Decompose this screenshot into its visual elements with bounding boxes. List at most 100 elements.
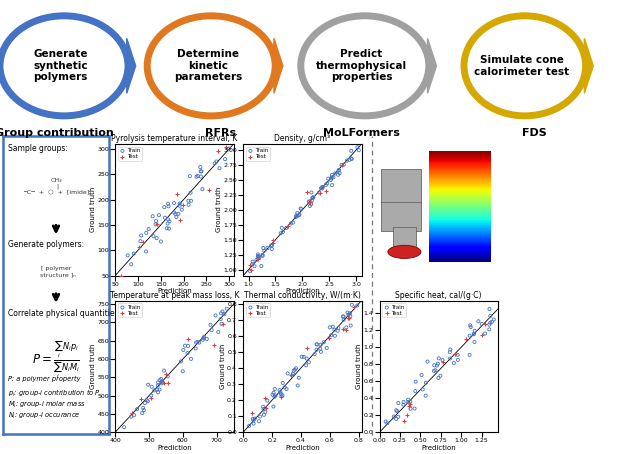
Title: Temperature at peak mass loss, K: Temperature at peak mass loss, K — [109, 291, 239, 300]
Train — [434, 355, 444, 362]
Test — [301, 345, 312, 352]
Train — [289, 367, 299, 374]
Train — [304, 198, 314, 205]
Train — [304, 359, 314, 366]
Train — [339, 316, 349, 323]
Train — [345, 310, 355, 317]
Train — [180, 342, 190, 349]
Train — [307, 194, 317, 202]
Test — [156, 378, 166, 385]
Train — [163, 220, 173, 227]
Text: $p_i$: group-i contribution to P: $p_i$: group-i contribution to P — [8, 387, 101, 399]
Train — [152, 386, 163, 393]
Test — [403, 411, 413, 418]
Y-axis label: Ground truth: Ground truth — [356, 344, 362, 389]
Train — [410, 378, 420, 385]
Test — [221, 143, 232, 150]
Train — [276, 230, 286, 237]
Train — [270, 392, 280, 399]
Train — [176, 358, 186, 365]
Train — [330, 326, 340, 333]
Test — [461, 336, 471, 343]
Train — [326, 174, 337, 181]
Train — [398, 401, 408, 409]
Train — [198, 335, 209, 342]
Test — [285, 372, 296, 379]
Train — [248, 420, 259, 427]
Train — [138, 404, 148, 411]
Train — [268, 389, 278, 396]
Train — [163, 202, 173, 210]
Train — [224, 145, 234, 152]
Train — [156, 238, 166, 245]
Test — [399, 418, 409, 425]
Train — [140, 400, 150, 407]
Train — [485, 312, 495, 320]
Train — [353, 289, 364, 296]
Train — [152, 234, 162, 242]
Train — [164, 225, 174, 232]
Train — [199, 333, 209, 340]
Train — [304, 198, 314, 205]
Legend: Train, Test: Train, Test — [118, 147, 142, 161]
Train — [183, 342, 193, 350]
Test — [276, 394, 286, 401]
Train — [344, 311, 354, 318]
Train — [221, 305, 232, 312]
Text: Simulate cone
calorimeter test: Simulate cone calorimeter test — [474, 55, 570, 77]
Train — [275, 386, 285, 394]
Train — [160, 214, 170, 222]
Polygon shape — [274, 38, 283, 94]
Train — [277, 392, 287, 399]
Train — [269, 385, 280, 393]
Train — [308, 194, 318, 201]
Train — [290, 366, 300, 373]
Train — [326, 176, 336, 183]
Train — [339, 161, 349, 168]
Train — [330, 170, 340, 177]
Train — [420, 392, 431, 400]
Train — [136, 232, 147, 239]
Train — [169, 199, 179, 207]
Test — [178, 201, 188, 208]
Train — [146, 392, 156, 399]
Train — [312, 346, 322, 353]
Train — [435, 372, 445, 380]
Train — [327, 182, 337, 189]
Train — [143, 381, 153, 388]
Train — [258, 244, 268, 252]
Train — [292, 212, 303, 219]
Train — [148, 232, 159, 240]
Train — [312, 340, 322, 348]
Train — [123, 252, 133, 259]
Train — [429, 362, 440, 369]
Train — [317, 183, 328, 191]
Test — [314, 189, 324, 197]
Train — [175, 200, 185, 207]
Train — [292, 382, 303, 389]
Text: CH₃
  |
─C─  +  ⬡  +  [imide]: CH₃ | ─C─ + ⬡ + [imide] — [23, 178, 89, 195]
Train — [296, 206, 307, 213]
Train — [268, 391, 278, 398]
Test — [480, 320, 490, 327]
Train — [287, 372, 298, 379]
Train — [253, 254, 263, 261]
Train — [282, 385, 292, 393]
Train — [139, 406, 149, 414]
Train — [347, 301, 357, 308]
Train — [276, 224, 287, 232]
Train — [126, 413, 136, 420]
Train — [119, 424, 129, 431]
Train — [470, 327, 480, 335]
Test — [344, 314, 355, 321]
Test — [484, 291, 495, 298]
Train — [338, 313, 348, 320]
Train — [473, 318, 483, 325]
Train — [301, 362, 311, 369]
Train — [266, 242, 276, 250]
Train — [186, 189, 196, 197]
Train — [405, 405, 415, 412]
Train — [220, 311, 230, 318]
Train — [153, 379, 163, 386]
Train — [247, 261, 257, 268]
